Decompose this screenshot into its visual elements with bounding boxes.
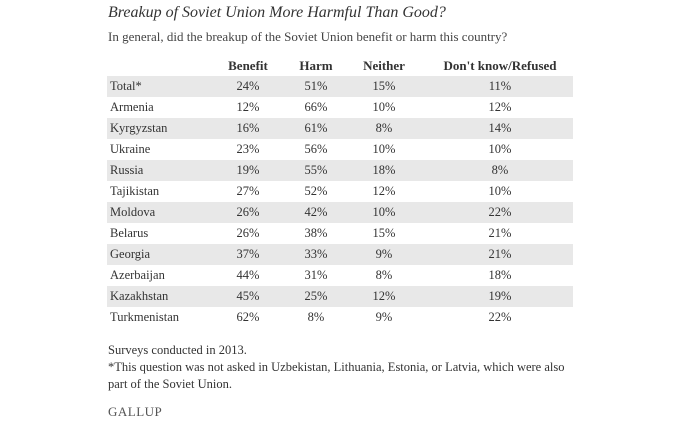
cell: 25% <box>304 289 328 303</box>
cell: 12% <box>372 184 396 198</box>
column-header: Harm <box>299 58 333 73</box>
cell: 12% <box>236 100 260 114</box>
cell: 61% <box>304 121 328 135</box>
table-row: Belarus 26% 38% 15% 21% <box>107 223 573 244</box>
table-row: Azerbaijan 44% 31% 8% 18% <box>107 265 573 286</box>
note: *This question was not asked in Uzbekist… <box>108 360 565 391</box>
cell: 10% <box>372 142 396 156</box>
table-row: Ukraine 23% 56% 10% 10% <box>107 139 573 160</box>
row-label: Turkmenistan <box>110 310 179 324</box>
row-label: Kazakhstan <box>110 289 169 303</box>
column-header: Don't know/Refused <box>443 58 557 73</box>
cell: 12% <box>372 289 396 303</box>
cell: 10% <box>488 142 512 156</box>
column-header: Benefit <box>228 58 268 73</box>
cell: 27% <box>236 184 260 198</box>
cell: 26% <box>236 226 260 240</box>
cell: 52% <box>304 184 328 198</box>
cell: 38% <box>304 226 328 240</box>
row-label: Russia <box>110 163 144 177</box>
cell: 37% <box>236 247 260 261</box>
table-row: Russia 19% 55% 18% 8% <box>107 160 573 181</box>
cell: 31% <box>304 268 328 282</box>
row-label: Moldova <box>110 205 156 219</box>
table-row: Georgia 37% 33% 9% 21% <box>107 244 573 265</box>
table-row: Turkmenistan 62% 8% 9% 22% <box>107 307 573 328</box>
note: Surveys conducted in 2013. <box>108 343 247 357</box>
cell: 8% <box>307 310 325 324</box>
cell: 21% <box>488 247 512 261</box>
row-label: Ukraine <box>110 142 151 156</box>
row-label: Armenia <box>110 100 154 114</box>
cell: 9% <box>375 247 393 261</box>
cell: 26% <box>236 205 260 219</box>
cell: 10% <box>488 184 512 198</box>
cell: 15% <box>372 79 396 93</box>
table-row: Kyrgyzstan 16% 61% 8% 14% <box>107 118 573 139</box>
cell: 62% <box>236 310 260 324</box>
cell: 15% <box>372 226 396 240</box>
cell: 18% <box>372 163 396 177</box>
table-row: Tajikistan 27% 52% 12% 10% <box>107 181 573 202</box>
cell: 10% <box>372 100 396 114</box>
cell: 19% <box>236 163 260 177</box>
row-label: Georgia <box>110 247 151 261</box>
cell: 33% <box>304 247 328 261</box>
cell: 56% <box>304 142 328 156</box>
cell: 9% <box>375 310 393 324</box>
cell: 42% <box>304 205 328 219</box>
column-header: Neither <box>363 58 405 73</box>
cell: 16% <box>236 121 260 135</box>
cell: 8% <box>491 163 509 177</box>
cell: 19% <box>488 289 512 303</box>
cell: 66% <box>304 100 328 114</box>
logo: GALLUP <box>108 404 163 419</box>
cell: 24% <box>236 79 260 93</box>
cell: 55% <box>304 163 328 177</box>
cell: 8% <box>375 121 393 135</box>
cell: 8% <box>375 268 393 282</box>
cell: 22% <box>488 205 512 219</box>
notes: Surveys conducted in 2013. *This questio… <box>108 342 578 393</box>
table-row: Armenia 12% 66% 10% 12% <box>107 97 573 118</box>
cell: 44% <box>236 268 260 282</box>
row-label: Total* <box>110 79 142 93</box>
title: Breakup of Soviet Union More Harmful Tha… <box>108 4 446 21</box>
cell: 10% <box>372 205 396 219</box>
cell: 45% <box>236 289 260 303</box>
row-label: Tajikistan <box>110 184 160 198</box>
cell: 22% <box>488 310 512 324</box>
cell: 23% <box>236 142 260 156</box>
table-row: Kazakhstan 45% 25% 12% 19% <box>107 286 573 307</box>
row-label: Kyrgyzstan <box>110 121 168 135</box>
cell: 11% <box>488 79 512 93</box>
cell: 21% <box>488 226 512 240</box>
cell: 14% <box>488 121 512 135</box>
cell: 51% <box>304 79 328 93</box>
subtitle: In general, did the breakup of the Sovie… <box>108 29 508 44</box>
table-row: Moldova 26% 42% 10% 22% <box>107 202 573 223</box>
row-label: Azerbaijan <box>110 268 165 282</box>
cell: 18% <box>488 268 512 282</box>
cell: 12% <box>488 100 512 114</box>
table-row: Total* 24% 51% 15% 11% <box>107 76 573 97</box>
row-label: Belarus <box>110 226 149 240</box>
